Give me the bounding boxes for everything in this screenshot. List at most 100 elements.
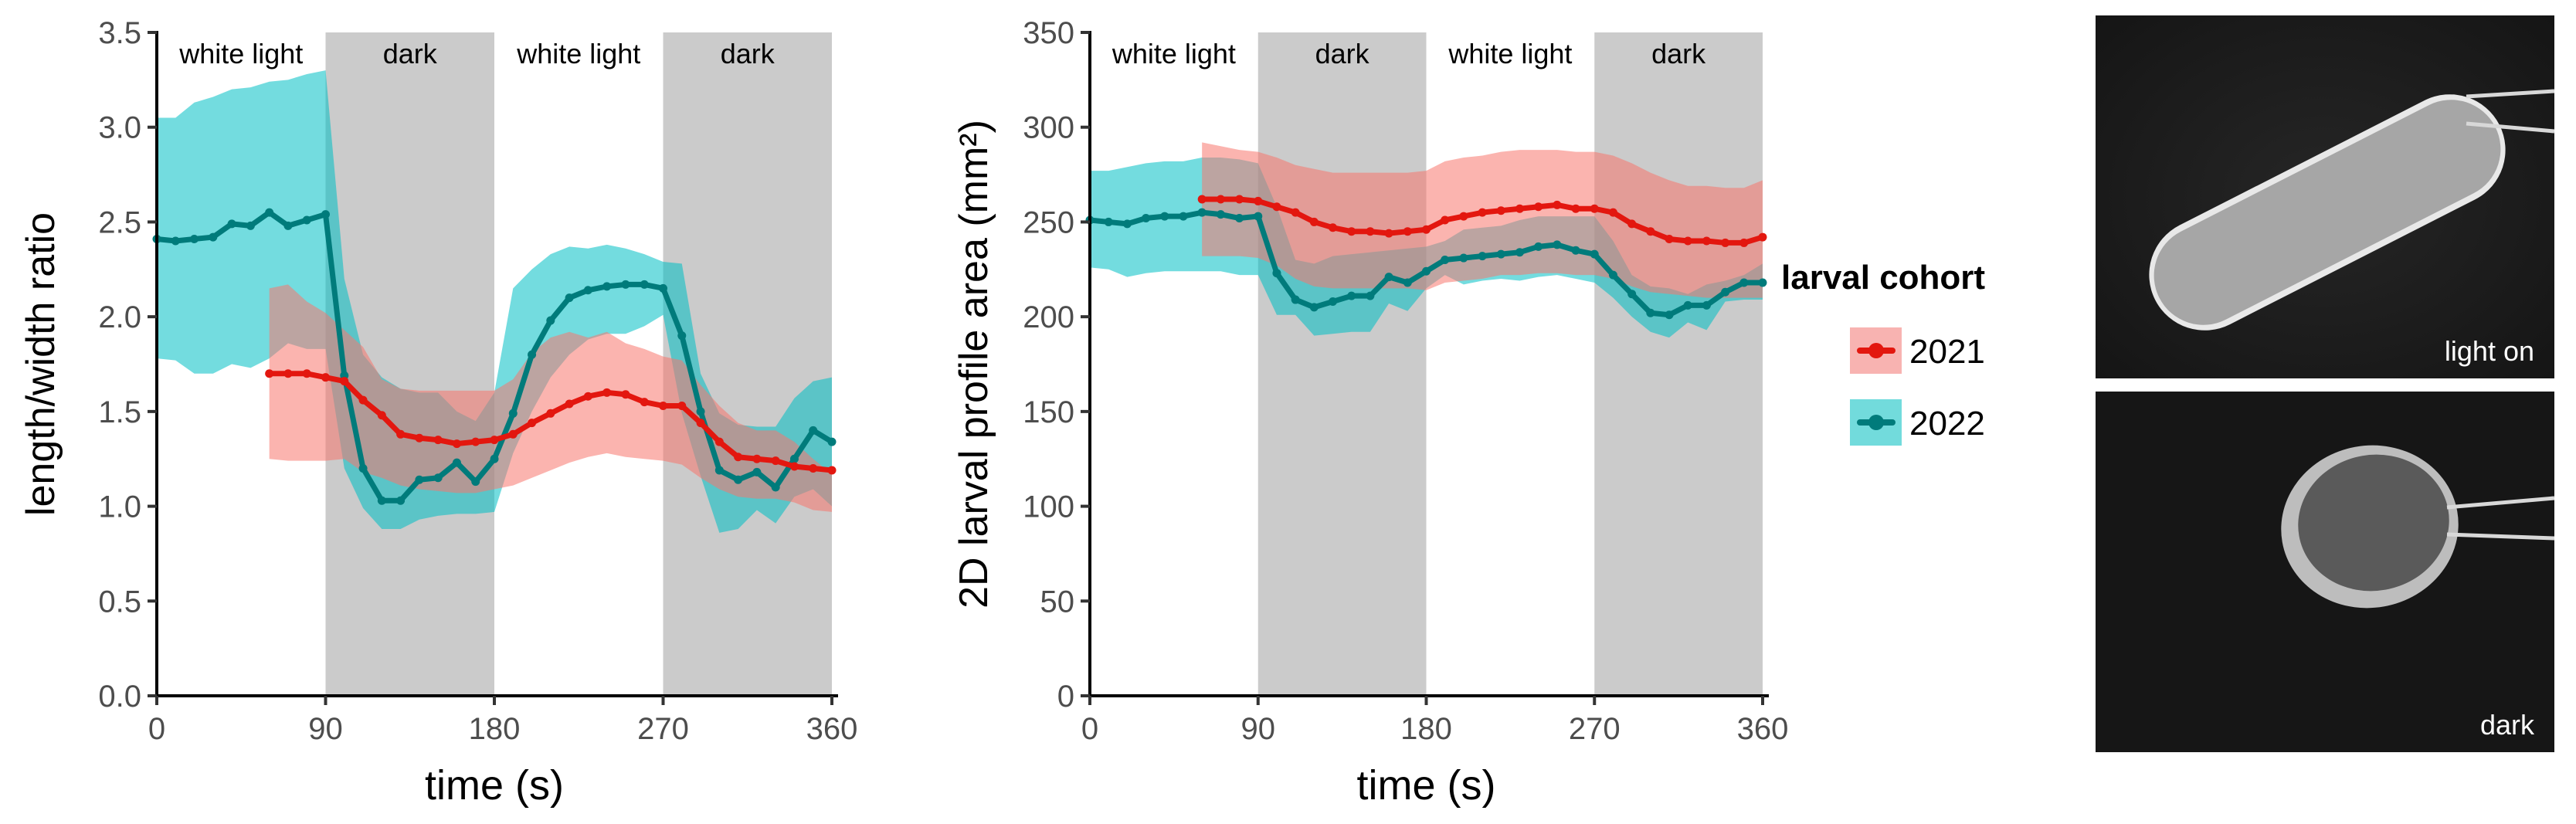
data-point-2022 — [1235, 214, 1244, 223]
y-tick-label: 50 — [1040, 585, 1075, 619]
data-point-2021 — [358, 395, 368, 405]
phase-label: white light — [1448, 38, 1572, 70]
y-tick-label: 350 — [1023, 16, 1074, 50]
phase-label: white light — [516, 38, 640, 70]
y-tick-label: 0.5 — [98, 585, 141, 619]
data-point-2022 — [358, 463, 368, 473]
legend-label-2021: 2021 — [1909, 333, 1985, 371]
data-point-2022 — [396, 496, 406, 505]
data-point-2021 — [1235, 195, 1244, 204]
data-point-2021 — [1291, 208, 1300, 217]
data-point-2021 — [265, 369, 274, 378]
data-point-2021 — [1590, 204, 1599, 213]
data-point-2022 — [1309, 303, 1319, 312]
x-tick-label: 360 — [806, 712, 858, 746]
data-point-2022 — [771, 483, 780, 492]
y-tick-label: 3.0 — [98, 111, 141, 145]
x-tick-label: 0 — [1081, 712, 1098, 746]
data-point-2022 — [302, 215, 311, 225]
legend-entry-2022: 2022 — [1850, 399, 1985, 446]
data-point-2021 — [340, 377, 349, 386]
y-axis-title: length/width ratio — [19, 212, 63, 516]
phase-dark-region — [1594, 32, 1763, 696]
data-point-2021 — [1272, 202, 1281, 212]
data-point-2022 — [714, 466, 724, 475]
data-point-2022 — [752, 467, 762, 476]
data-point-2021 — [302, 369, 311, 378]
data-point-2021 — [621, 390, 630, 399]
data-point-2021 — [396, 429, 406, 439]
x-tick-label: 0 — [148, 712, 165, 746]
data-point-2022 — [1665, 310, 1674, 320]
data-point-2022 — [433, 473, 443, 483]
data-point-2021 — [1721, 238, 1730, 247]
data-point-2022 — [583, 286, 592, 295]
data-point-2021 — [809, 463, 818, 473]
data-point-2022 — [490, 454, 499, 463]
x-tick-label: 180 — [469, 712, 521, 746]
data-point-2021 — [321, 373, 330, 382]
y-tick-label: 1.0 — [98, 490, 141, 524]
photo-caption-dark: dark — [2479, 709, 2534, 741]
data-point-2022 — [1478, 252, 1487, 261]
data-point-2022 — [677, 331, 687, 341]
photo-dark: dark — [2096, 392, 2554, 752]
data-point-2022 — [809, 426, 818, 435]
data-point-2021 — [752, 454, 762, 463]
data-point-2022 — [415, 475, 424, 484]
legend-title: larval cohort — [1781, 259, 1985, 297]
legend-entry-2021: 2021 — [1850, 327, 1985, 374]
data-point-2022 — [265, 208, 274, 217]
photo-light-on: light on — [2096, 15, 2554, 378]
larva-contracted-image — [2096, 392, 2554, 752]
y-tick-label: 3.5 — [98, 16, 141, 50]
data-point-2021 — [1665, 235, 1674, 244]
ci-band-2022 — [157, 70, 832, 533]
data-point-2022 — [1496, 249, 1505, 259]
data-point-2022 — [508, 409, 518, 418]
data-point-2021 — [1758, 232, 1767, 242]
data-point-2022 — [1104, 217, 1113, 226]
data-point-2021 — [452, 439, 461, 449]
data-point-2021 — [1553, 200, 1562, 209]
data-point-2021 — [827, 466, 837, 475]
legend: larval cohort 2021 2022 — [1781, 259, 1985, 446]
photo-caption-light-on: light on — [2444, 335, 2534, 367]
data-point-2022 — [1459, 253, 1468, 263]
data-point-2022 — [1422, 266, 1431, 276]
data-point-2022 — [1272, 269, 1281, 278]
legend-point-2022-icon — [1868, 415, 1884, 430]
data-point-2021 — [1329, 223, 1338, 232]
y-tick-label: 1.5 — [98, 395, 141, 429]
data-point-2022 — [227, 219, 236, 229]
data-point-2022 — [1347, 291, 1356, 300]
x-axis-title: time (s) — [425, 762, 564, 809]
data-point-2021 — [1216, 195, 1225, 204]
data-point-2022 — [621, 280, 630, 289]
data-point-2021 — [528, 419, 537, 428]
data-point-2021 — [1534, 202, 1543, 212]
data-point-2022 — [1534, 242, 1543, 251]
data-point-2022 — [1179, 212, 1188, 221]
data-point-2022 — [1160, 212, 1169, 221]
phase-label: dark — [721, 38, 776, 70]
data-point-2021 — [1515, 204, 1524, 213]
data-point-2022 — [1384, 273, 1393, 282]
data-point-2022 — [1608, 270, 1617, 280]
data-point-2021 — [1403, 227, 1412, 236]
data-point-2021 — [1646, 227, 1655, 236]
phase-dark-region — [1257, 32, 1427, 696]
legend-label-2022: 2022 — [1909, 405, 1985, 443]
data-point-2021 — [734, 453, 743, 462]
data-point-2022 — [209, 232, 218, 242]
data-point-2022 — [1646, 308, 1655, 317]
data-point-2021 — [714, 437, 724, 446]
data-point-2021 — [789, 462, 799, 471]
data-point-2021 — [696, 419, 705, 428]
data-point-2021 — [1478, 208, 1487, 217]
data-point-2022 — [1441, 256, 1450, 265]
data-point-2022 — [789, 454, 799, 463]
data-point-2022 — [1366, 291, 1375, 300]
data-point-2022 — [659, 283, 667, 293]
